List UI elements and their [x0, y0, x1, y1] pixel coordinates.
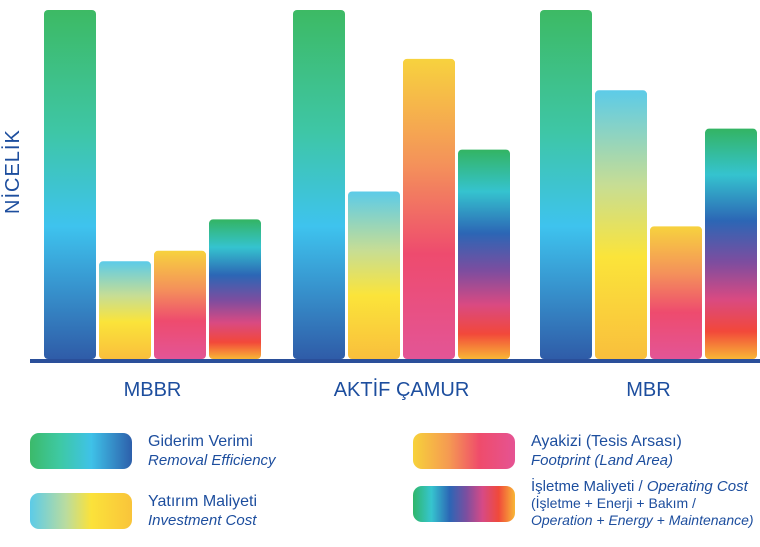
legend-subtitle-removal: Removal Efficiency [148, 452, 276, 469]
bar-chart: MBBR AKTİF ÇAMUR MBR [30, 10, 760, 401]
legend-title-investment: Yatırım Maliyeti [148, 493, 258, 510]
bar-investment-2 [348, 191, 400, 359]
legend-swatch-investment [30, 493, 132, 529]
x-tick-label: MBR [626, 379, 670, 401]
bar-footprint-1 [154, 250, 206, 359]
legend-operating-line3: Operation + Energy + Maintenance) [531, 512, 754, 528]
legend-subtitle-investment: Investment Cost [148, 512, 257, 529]
legend-swatch-removal [30, 433, 132, 469]
legend-title-footprint: Ayakizi (Tesis Arsası) [531, 433, 682, 450]
x-tick-label: MBBR [124, 379, 182, 401]
bars-group [44, 10, 757, 360]
bar-operating-1 [209, 219, 261, 359]
legend-item-investment: Yatırım Maliyeti Investment Cost [30, 492, 257, 530]
legend-title-operating-en: Operating Cost [646, 478, 748, 495]
x-tick-label: AKTİF ÇAMUR [334, 378, 470, 401]
bar-footprint-3 [650, 226, 702, 359]
legend-title-removal: Giderim Verimi [148, 433, 253, 450]
bar-operating-3 [705, 128, 757, 359]
bar-removal-3 [540, 10, 592, 359]
bar-investment-1 [99, 261, 151, 359]
bar-investment-3 [595, 90, 647, 360]
bar-removal-2 [293, 10, 345, 359]
legend-swatch-operating [413, 485, 515, 522]
bar-footprint-2 [403, 58, 455, 360]
x-tick-labels: MBBR AKTİF ÇAMUR MBR [124, 378, 671, 401]
bar-removal-1 [44, 10, 96, 359]
bar-operating-2 [458, 149, 510, 359]
legend-item-removal: Giderim Verimi Removal Efficiency [30, 432, 276, 470]
legend-title-operating: İşletme Maliyeti / Operating Cost [531, 478, 748, 495]
legend-swatch-footprint [413, 433, 515, 469]
legend-item-operating: İşletme Maliyeti / Operating Cost (İşlet… [413, 478, 754, 529]
legend-item-footprint: Ayakizi (Tesis Arsası) Footprint (Land A… [413, 432, 682, 470]
legend-subtitle-footprint: Footprint (Land Area) [531, 452, 674, 469]
legend-operating-line2: (İşletme + Enerji + Bakım / [531, 495, 696, 511]
y-axis-label: NİCELİK [2, 129, 24, 214]
